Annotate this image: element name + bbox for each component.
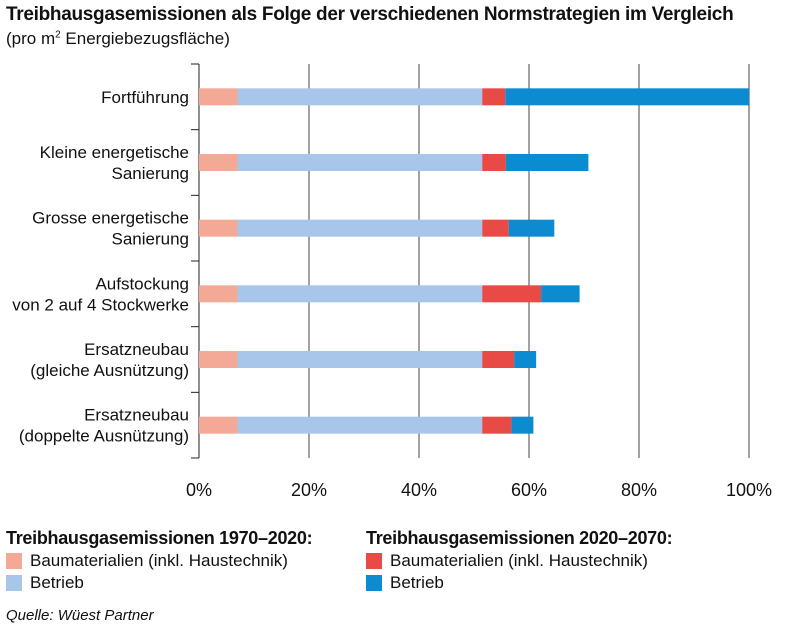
- category-label: Sanierung: [111, 230, 189, 249]
- legend-item: Baumaterialien (inkl. Haustechnik): [366, 551, 672, 571]
- category-label: (gleiche Ausnützung): [30, 361, 189, 380]
- legend-swatch: [366, 575, 382, 591]
- bar-segment: [199, 219, 238, 237]
- bar-segment: [482, 154, 506, 171]
- legend-swatch: [6, 575, 22, 591]
- bar-segment: [482, 285, 542, 303]
- chart-subtitle: (pro m2 Energiebezugsfläche): [6, 29, 230, 49]
- bar-segment: [505, 154, 589, 171]
- legend-heading-1970-2020: Treibhausgasemissionen 1970–2020:: [6, 528, 313, 548]
- bar-segment: [505, 88, 749, 106]
- bar-segment: [237, 416, 483, 434]
- legend-heading-2020-2070: Treibhausgasemissionen 2020–2070:: [366, 528, 673, 548]
- x-tick-label: 40%: [401, 480, 437, 500]
- x-tick-label: 60%: [511, 480, 547, 500]
- bar-segment: [237, 285, 483, 303]
- category-label: Aufstockung: [95, 274, 189, 293]
- legend-label: Betrieb: [390, 573, 444, 592]
- bar-segment: [199, 285, 238, 303]
- bar-segment: [514, 351, 537, 368]
- x-tick-label: 80%: [621, 480, 657, 500]
- bar-segment: [199, 154, 238, 171]
- bar-segment: [541, 285, 580, 303]
- bar-segment: [237, 88, 483, 106]
- category-label: (doppelte Ausnützung): [19, 427, 189, 446]
- x-tick-label: 100%: [726, 480, 772, 500]
- category-label: Fortführung: [101, 88, 189, 107]
- legend-swatch: [366, 553, 382, 569]
- legend-label: Baumaterialien (inkl. Haustechnik): [30, 551, 288, 570]
- subtitle-superscript: 2: [55, 29, 61, 41]
- legend-swatch: [6, 553, 22, 569]
- bar-segment: [482, 219, 509, 237]
- legend-2020-2070: Treibhausgasemissionen 2020–2070: Baumat…: [366, 528, 673, 593]
- chart-title: Treibhausgasemissionen als Folge der ver…: [6, 4, 734, 25]
- bar-segment: [237, 219, 483, 237]
- bar-segment: [482, 88, 506, 106]
- bar-segment: [508, 219, 555, 237]
- x-tick-label: 20%: [291, 480, 327, 500]
- bar-segment: [511, 416, 534, 434]
- subtitle-text-start: (pro m: [6, 29, 56, 48]
- category-label: Ersatzneubau: [84, 340, 189, 359]
- category-label: von 2 auf 4 Stockwerke: [12, 295, 189, 314]
- bar-segment: [199, 88, 238, 106]
- source-note: Quelle: Wüest Partner: [6, 607, 154, 624]
- category-label: Sanierung: [111, 164, 189, 183]
- bar-segment: [482, 416, 512, 434]
- bar-segment: [237, 154, 483, 171]
- legend-item: Baumaterialien (inkl. Haustechnik): [6, 551, 312, 571]
- category-label: Ersatzneubau: [84, 406, 189, 425]
- bar-segment: [482, 351, 515, 368]
- legend-item: Betrieb: [366, 573, 672, 593]
- legend-label: Baumaterialien (inkl. Haustechnik): [390, 551, 648, 570]
- legend-item: Betrieb: [6, 573, 312, 593]
- bar-segment: [199, 351, 238, 368]
- x-tick-label: 0%: [186, 480, 212, 500]
- stacked-bar-chart: Fortführung Kleine energetische Sanierung G…: [12, 63, 772, 500]
- category-label: Kleine energetische: [40, 143, 189, 162]
- subtitle-text-end: Energiebezugsfläche): [60, 29, 230, 48]
- category-label: Grosse energetische: [32, 209, 189, 228]
- bar-segment: [199, 416, 238, 434]
- bar-segment: [237, 351, 483, 368]
- legend-1970-2020: Treibhausgasemissionen 1970–2020: Baumat…: [6, 528, 313, 593]
- legend-label: Betrieb: [30, 573, 84, 592]
